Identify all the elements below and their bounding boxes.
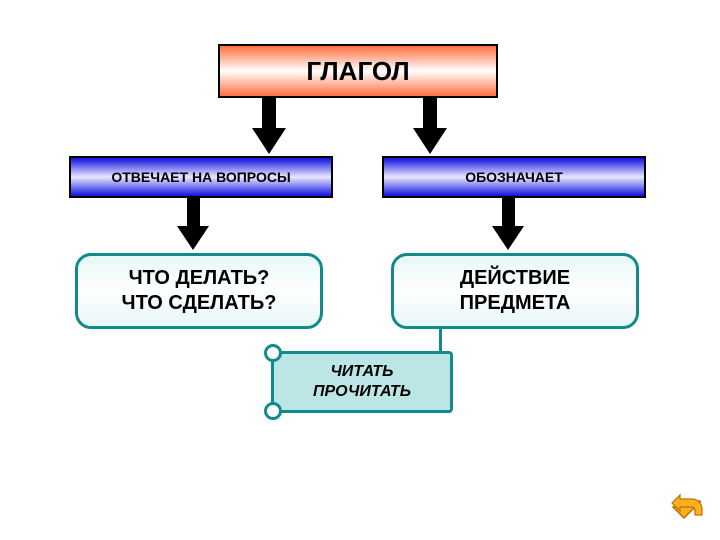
left-leaf-node: ЧТО ДЕЛАТЬ? ЧТО СДЕЛАТЬ? xyxy=(75,253,323,329)
right-mid-label: ОБОЗНАЧАЕТ xyxy=(465,169,563,185)
arrow-shaft xyxy=(502,198,515,226)
arrow-head-icon xyxy=(492,226,524,250)
scroll-node: ЧИТАТЬ ПРОЧИТАТЬ xyxy=(271,351,453,413)
arrow-shaft xyxy=(187,198,200,226)
left-leaf-line1: ЧТО ДЕЛАТЬ? xyxy=(129,266,270,291)
arrow-head-icon xyxy=(177,226,209,250)
return-arrow-icon xyxy=(670,493,706,523)
right-leaf-line2: ПРЕДМЕТА xyxy=(460,291,571,316)
left-mid-node: ОТВЕЧАЕТ НА ВОПРОСЫ xyxy=(69,156,333,198)
connector-line xyxy=(439,329,442,351)
root-label: ГЛАГОЛ xyxy=(306,56,409,87)
right-leaf-line1: ДЕЙСТВИЕ xyxy=(460,266,570,291)
right-mid-node: ОБОЗНАЧАЕТ xyxy=(382,156,646,198)
root-node: ГЛАГОЛ xyxy=(218,44,498,98)
scroll-curl-bottom-icon xyxy=(264,402,282,420)
arrow-shaft xyxy=(262,98,276,128)
arrow-head-icon xyxy=(252,128,286,154)
scroll-line2: ПРОЧИТАТЬ xyxy=(313,382,411,402)
scroll-curl-top-icon xyxy=(264,344,282,362)
left-mid-label: ОТВЕЧАЕТ НА ВОПРОСЫ xyxy=(111,169,290,185)
arrow-shaft xyxy=(423,98,437,128)
arrow-head-icon xyxy=(413,128,447,154)
return-button[interactable] xyxy=(670,493,706,523)
left-leaf-line2: ЧТО СДЕЛАТЬ? xyxy=(122,291,277,316)
scroll-line1: ЧИТАТЬ xyxy=(330,362,393,382)
right-leaf-node: ДЕЙСТВИЕ ПРЕДМЕТА xyxy=(391,253,639,329)
